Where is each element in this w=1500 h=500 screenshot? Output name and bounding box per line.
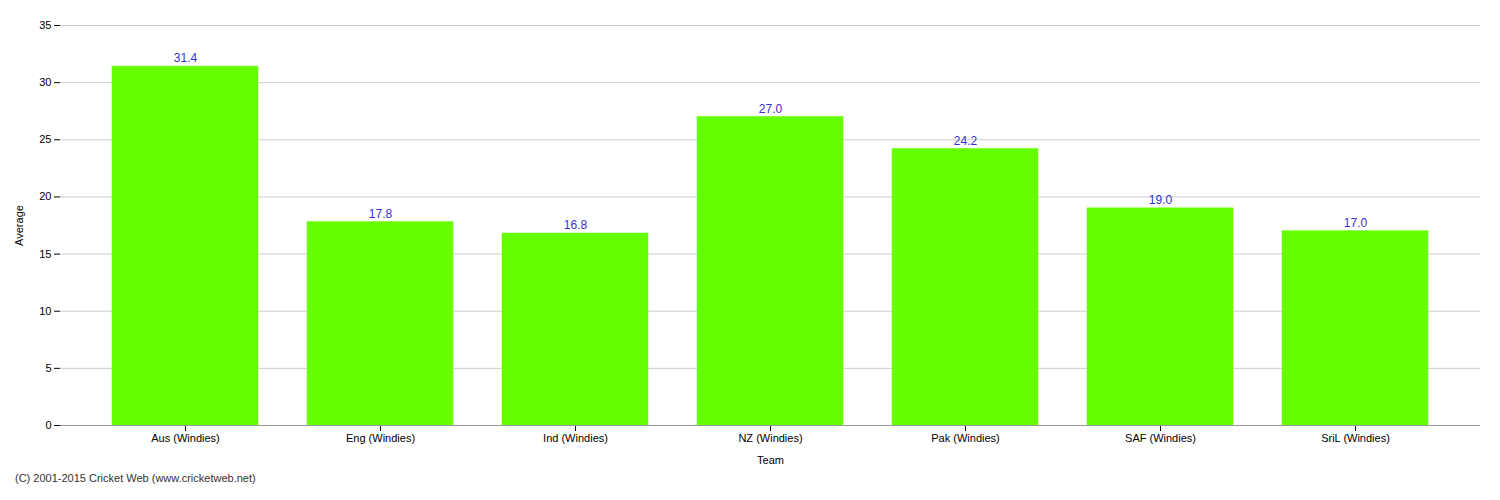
svg-text:Average: Average: [13, 205, 25, 246]
svg-text:20: 20: [39, 190, 51, 202]
svg-text:19.0: 19.0: [1149, 193, 1173, 207]
svg-text:27.0: 27.0: [759, 102, 783, 116]
svg-text:SriL (Windies): SriL (Windies): [1321, 432, 1390, 444]
svg-text:5: 5: [45, 362, 51, 374]
svg-text:Ind (Windies): Ind (Windies): [543, 432, 608, 444]
svg-text:10: 10: [39, 305, 51, 317]
svg-text:Pak (Windies): Pak (Windies): [931, 432, 999, 444]
svg-text:17.0: 17.0: [1344, 216, 1368, 230]
svg-text:Aus (Windies): Aus (Windies): [151, 432, 219, 444]
svg-text:Team: Team: [757, 454, 784, 466]
svg-text:17.8: 17.8: [369, 207, 393, 221]
svg-text:16.8: 16.8: [564, 218, 588, 232]
svg-text:Eng (Windies): Eng (Windies): [346, 432, 415, 444]
svg-text:30: 30: [39, 76, 51, 88]
svg-text:24.2: 24.2: [954, 134, 978, 148]
html-text:(C) 2001-2015 Cricket Web (www: (C) 2001-2015 Cricket Web (www.cricketwe…: [15, 472, 256, 484]
svg-text:SAF (Windies): SAF (Windies): [1125, 432, 1196, 444]
svg-text:NZ (Windies): NZ (Windies): [738, 432, 802, 444]
svg-text:25: 25: [39, 133, 51, 145]
svg-text:35: 35: [39, 19, 51, 31]
svg-text:0: 0: [45, 419, 51, 431]
svg-text:31.4: 31.4: [174, 51, 198, 65]
svg-text:15: 15: [39, 248, 51, 260]
